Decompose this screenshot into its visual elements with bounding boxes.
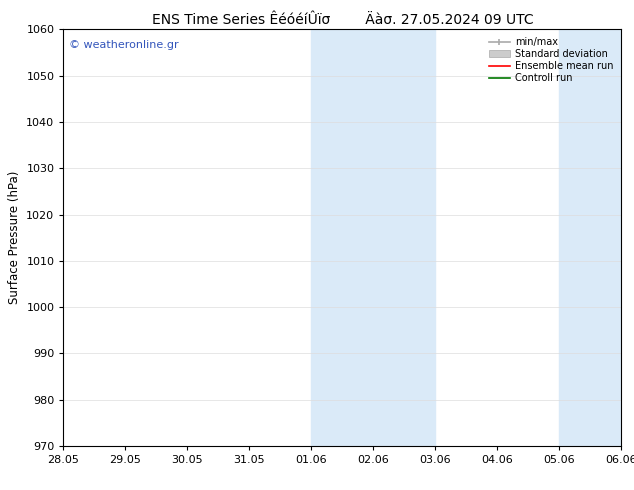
Text: © weatheronline.gr: © weatheronline.gr bbox=[69, 40, 179, 50]
Legend: min/max, Standard deviation, Ensemble mean run, Controll run: min/max, Standard deviation, Ensemble me… bbox=[486, 34, 616, 86]
Bar bbox=[311, 29, 436, 446]
Bar bbox=[559, 29, 621, 446]
Title: ENS Time Series ÊéóéíÛïσ        Äàσ. 27.05.2024 09 UTC: ENS Time Series ÊéóéíÛïσ Äàσ. 27.05.2024… bbox=[152, 13, 533, 27]
Y-axis label: Surface Pressure (hPa): Surface Pressure (hPa) bbox=[8, 171, 21, 304]
